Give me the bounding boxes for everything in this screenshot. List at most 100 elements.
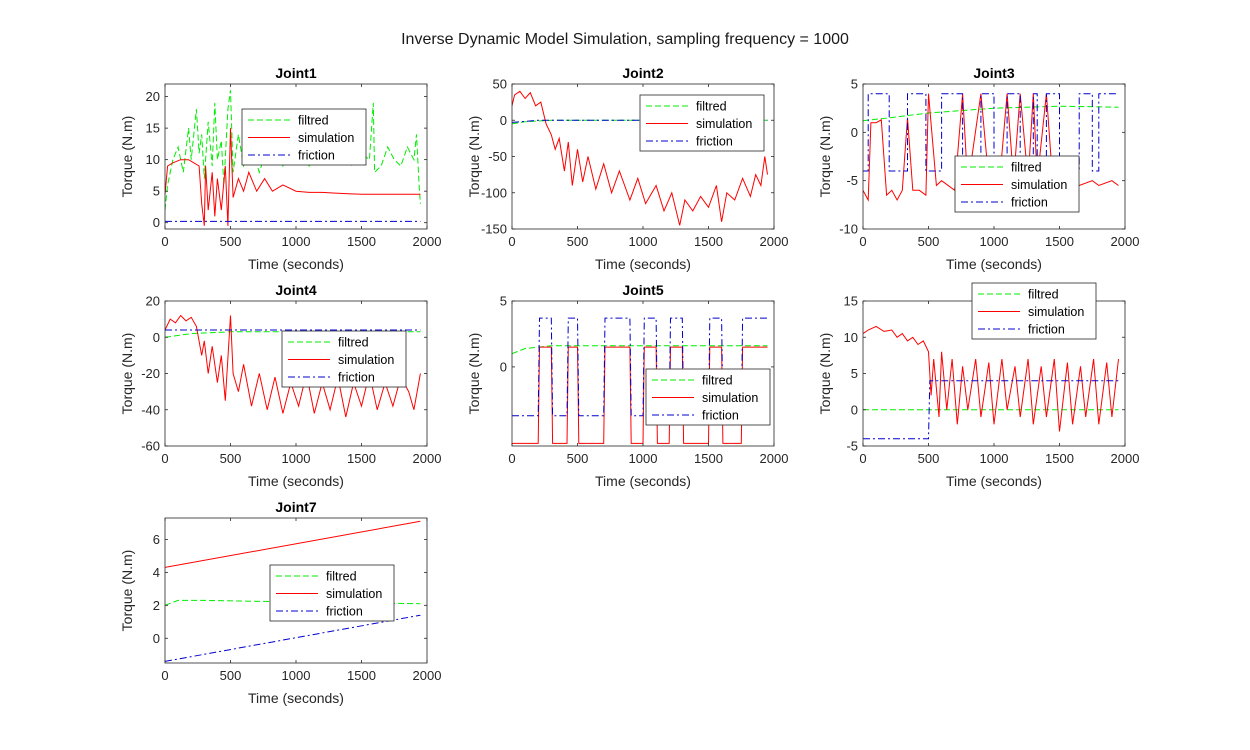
series-line-friction — [863, 380, 1119, 440]
y-tick-label: 0 — [500, 113, 507, 128]
y-tick-label: -100 — [481, 185, 507, 200]
y-tick-label: 6 — [153, 532, 160, 547]
x-axis-label: Time (seconds) — [248, 473, 344, 489]
y-tick-label: 15 — [146, 121, 160, 136]
y-axis-label: Torque (N.m) — [119, 550, 135, 632]
y-tick-label: -20 — [141, 366, 160, 381]
series-line-simulation — [863, 325, 1119, 432]
x-tick-label: 500 — [220, 668, 242, 683]
legend: filtred simulation friction — [954, 155, 1080, 213]
x-tick-label: 2000 — [413, 451, 442, 466]
y-tick-label: -50 — [488, 149, 507, 164]
legend: filtred simulation friction — [971, 282, 1097, 340]
series-line-friction — [165, 614, 421, 662]
x-tick-label: 1500 — [1045, 234, 1074, 249]
x-tick-label: 1000 — [629, 234, 658, 249]
x-tick-label: 1000 — [282, 234, 311, 249]
subplot-title: Joint1 — [275, 65, 316, 81]
series-line-friction — [512, 317, 768, 417]
y-tick-label: -5 — [846, 439, 858, 454]
x-axis-label: Time (seconds) — [946, 473, 1042, 489]
x-tick-label: 1000 — [980, 451, 1009, 466]
x-axis-label: Time (seconds) — [946, 256, 1042, 272]
x-tick-label: 0 — [859, 234, 866, 249]
x-tick-label: 500 — [918, 451, 940, 466]
x-tick-label: 1000 — [282, 668, 311, 683]
y-tick-label: 0 — [851, 402, 858, 417]
y-axis-label: Torque (N.m) — [466, 116, 482, 198]
x-tick-label: 0 — [859, 451, 866, 466]
y-tick-label: 50 — [493, 77, 507, 92]
legend-label-filtred: filtred — [338, 336, 369, 350]
legend-label-simulation: simulation — [298, 131, 354, 145]
y-tick-label: 2 — [153, 598, 160, 613]
y-tick-label: 20 — [146, 294, 160, 309]
x-tick-label: 1500 — [347, 451, 376, 466]
legend-label-simulation: simulation — [702, 391, 758, 405]
x-tick-label: 500 — [220, 234, 242, 249]
y-tick-label: 0 — [851, 125, 858, 140]
legend-label-simulation: simulation — [326, 587, 382, 601]
x-tick-label: 500 — [567, 451, 589, 466]
legend: filtred simulation friction — [241, 108, 367, 166]
x-tick-label: 500 — [918, 234, 940, 249]
x-tick-label: 2000 — [760, 451, 789, 466]
legend-label-friction: friction — [696, 135, 733, 149]
y-tick-label: 4 — [153, 565, 160, 580]
x-tick-label: 1000 — [282, 451, 311, 466]
subplot-1: 0 500 1000 1500 2000 0 5 10 15 20 Joint1 Time (seco… — [119, 65, 441, 272]
x-axis-label: Time (seconds) — [595, 473, 691, 489]
y-tick-label: 15 — [844, 294, 858, 309]
legend-label-simulation: simulation — [1028, 305, 1084, 319]
series-line-simulation — [512, 346, 768, 444]
subplot-7: 0 500 1000 1500 2000 0 2 4 6 Joint7 Time (seconds)… — [119, 499, 441, 706]
subplot-2: 0 500 1000 1500 2000 -150 -100 -50 0 50 Joint2 Time… — [466, 65, 788, 272]
y-axis-label: Torque (N.m) — [817, 333, 833, 415]
subplot-title: Joint7 — [275, 499, 316, 515]
y-tick-label: 10 — [844, 330, 858, 345]
x-axis-label: Time (seconds) — [595, 256, 691, 272]
x-tick-label: 1000 — [980, 234, 1009, 249]
y-tick-label: 0 — [153, 631, 160, 646]
legend-label-friction: friction — [702, 409, 739, 423]
legend: filtred simulation friction — [269, 564, 395, 622]
y-tick-label: 5 — [851, 77, 858, 92]
y-tick-label: 0 — [500, 359, 507, 374]
y-axis-label: Torque (N.m) — [119, 116, 135, 198]
legend-label-friction: friction — [1028, 323, 1065, 337]
x-tick-label: 2000 — [413, 234, 442, 249]
y-axis-label: Torque (N.m) — [817, 116, 833, 198]
y-tick-label: 5 — [500, 294, 507, 309]
legend-label-friction: friction — [298, 149, 335, 163]
legend-label-friction: friction — [326, 605, 363, 619]
x-tick-label: 1500 — [694, 234, 723, 249]
legend-label-filtred: filtred — [1028, 288, 1059, 302]
x-tick-label: 1500 — [347, 668, 376, 683]
y-tick-label: -40 — [141, 402, 160, 417]
subplot-4: 0 500 1000 1500 2000 -60 -40 -20 0 20 Joint4 Time (… — [119, 282, 441, 489]
y-tick-label: 5 — [851, 366, 858, 381]
x-tick-label: 2000 — [1111, 234, 1140, 249]
x-axis-label: Time (seconds) — [248, 690, 344, 706]
x-tick-label: 0 — [508, 234, 515, 249]
series-line-simulation — [165, 520, 421, 568]
legend-label-filtred: filtred — [696, 100, 727, 114]
series-line-filtred — [863, 105, 1119, 122]
series-line-friction — [512, 119, 768, 123]
legend: filtred simulation friction — [645, 368, 771, 426]
y-tick-label: -150 — [481, 222, 507, 237]
legend: filtred simulation friction — [639, 94, 765, 152]
figure-title: Inverse Dynamic Model Simulation, sampli… — [401, 31, 849, 48]
subplot-3: 0 500 1000 1500 2000 -10 -5 0 5 Joint3 Time (secon… — [817, 65, 1139, 272]
y-tick-label: 5 — [153, 184, 160, 199]
subplot-title: Joint4 — [275, 282, 316, 298]
x-tick-label: 0 — [161, 451, 168, 466]
series-line-filtred — [512, 345, 768, 355]
subplot-title: Joint2 — [622, 65, 663, 81]
legend-label-friction: friction — [338, 371, 375, 385]
x-tick-label: 2000 — [413, 668, 442, 683]
y-tick-label: 10 — [146, 152, 160, 167]
